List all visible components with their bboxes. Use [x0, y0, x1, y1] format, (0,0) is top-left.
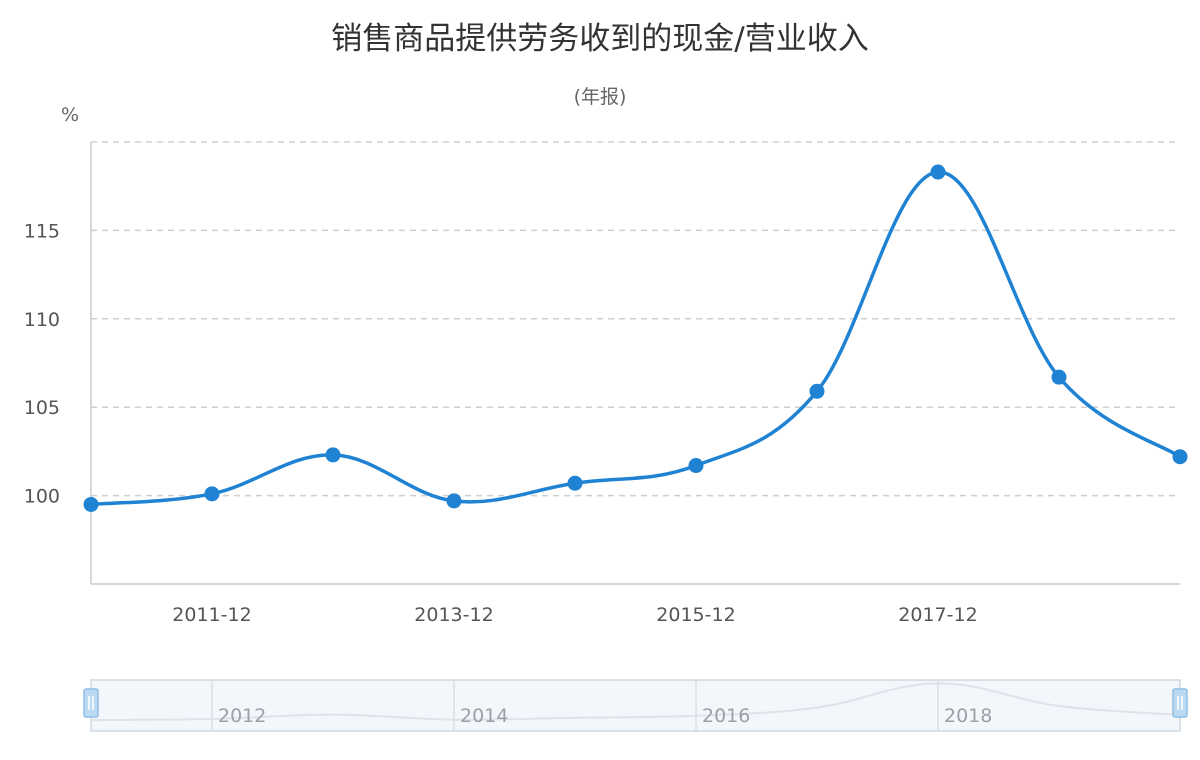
x-axis-ticks: 2011-12 2013-12 2015-12 2017-12	[172, 604, 977, 626]
data-point[interactable]	[1051, 369, 1067, 385]
x-tick-label: 2013-12	[414, 604, 493, 626]
chart-subtitle: (年报)	[574, 86, 627, 108]
navigator-series	[90, 682, 1181, 722]
x-tick-label: 2015-12	[656, 604, 735, 626]
series	[83, 164, 1188, 512]
chart-title: 销售商品提供劳务收到的现金/营业收入	[331, 21, 868, 57]
data-point[interactable]	[930, 164, 946, 180]
navigator-right-handle[interactable]	[1172, 688, 1188, 718]
handle-grip[interactable]	[83, 688, 99, 718]
y-tick-label: 105	[24, 397, 60, 419]
y-axis-unit: %	[61, 104, 79, 126]
y-tick-label: 110	[24, 309, 60, 331]
range-navigator[interactable]: 2012 2014 2016 2018	[83, 679, 1188, 732]
series-line	[89, 170, 1182, 507]
grid-lines	[91, 141, 1180, 497]
y-tick-label: 115	[24, 220, 60, 242]
data-point[interactable]	[567, 475, 583, 491]
data-point[interactable]	[1172, 449, 1188, 465]
navigator-left-handle[interactable]	[83, 688, 99, 718]
data-point[interactable]	[83, 496, 99, 512]
navigator-label: 2014	[460, 705, 508, 727]
handle-grip[interactable]	[1172, 688, 1188, 718]
data-point[interactable]	[204, 486, 220, 502]
y-axis-ticks: 100 105 110 115	[24, 220, 60, 507]
x-tick-label: 2011-12	[172, 604, 251, 626]
data-point[interactable]	[688, 458, 704, 474]
navigator-label: 2016	[702, 705, 750, 727]
data-point[interactable]	[325, 447, 341, 463]
data-point[interactable]	[809, 383, 825, 399]
axes	[90, 142, 1180, 585]
y-tick-label: 100	[24, 486, 60, 508]
x-tick-label: 2017-12	[898, 604, 977, 626]
navigator-label: 2018	[944, 705, 992, 727]
data-point[interactable]	[446, 493, 462, 509]
navigator-label: 2012	[218, 705, 266, 727]
